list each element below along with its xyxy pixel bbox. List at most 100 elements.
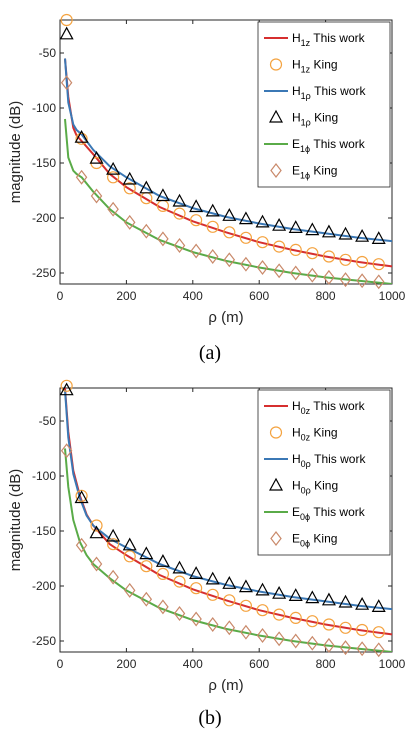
chart-b-series-1-point xyxy=(273,608,286,621)
chart-a-svg: 0 200 400 600 800 1000 -50 -100 -150 -200 -250 ρ (m… xyxy=(7,13,406,326)
chart-b-series-1-point xyxy=(256,604,269,617)
chart-a-series-1-point xyxy=(356,255,369,269)
chart-b-series-5-point xyxy=(240,624,252,640)
chart-a-series-3-point xyxy=(89,150,104,164)
chart-b-xtick-label: 1000 xyxy=(379,657,406,671)
chart-a-series-1-point xyxy=(372,258,385,271)
chart-a-series-5-markers xyxy=(60,75,385,290)
chart-b-series-5-point xyxy=(223,620,236,636)
chart-b-series-3-point xyxy=(272,585,287,599)
chart-a-series-5-point xyxy=(223,252,236,268)
chart-a-series-3-point xyxy=(321,224,336,238)
chart-b-series-3-point xyxy=(305,590,320,604)
chart-b-series-1-point xyxy=(322,618,336,631)
chart-b-series-5-point xyxy=(256,628,269,643)
chart-b-legend-entry-4-label: E0ϕ This work xyxy=(292,505,366,522)
chart-b-series-1-point xyxy=(60,379,73,392)
chart-a-series-3-point xyxy=(74,129,89,143)
chart-b-series-3-point xyxy=(238,579,253,593)
chart-a-ytick-label: -200 xyxy=(32,211,56,225)
chart-b-series-3-point xyxy=(338,594,353,608)
chart-a-series-1-point xyxy=(173,207,186,220)
chart-a-series-5-point xyxy=(140,223,153,239)
chart-b-legend-entry-5-swatch xyxy=(270,531,282,546)
chart-b-series-3-point xyxy=(189,566,204,579)
chart-a-xtick-label: 400 xyxy=(183,289,203,303)
chart-a-ytick-label: -250 xyxy=(32,266,56,280)
chart-a-series-1-point xyxy=(223,226,236,239)
chart-b-series-5-point xyxy=(123,582,136,598)
chart-b-series-3-point xyxy=(222,576,237,589)
chart-b-series-5-point xyxy=(75,537,88,553)
chart-a-series-1-point xyxy=(60,13,73,27)
chart-panel-a: 0 200 400 600 800 1000 -50 -100 -150 -200 -250 ρ (m… xyxy=(0,10,420,350)
chart-a-legend-entry-4-label: E1ϕ This work xyxy=(292,137,366,154)
chart-b-legend: H0z This work H0z King H0ρ This work H0ρ Ki… xyxy=(257,389,391,556)
chart-a-legend-entry-1-label: H1z King xyxy=(292,58,338,75)
chart-b-legend-entry-0-label: H0z This work xyxy=(292,399,366,416)
chart-a-xtick-label: 600 xyxy=(249,289,269,303)
chart-a-legend-entry-0-label: H1z This work xyxy=(292,31,366,48)
chart-b-legend-entry-3-label: H0ρ King xyxy=(292,479,338,496)
chart-b-ytick-label: -50 xyxy=(39,414,57,428)
chart-b-xlabel: ρ (m) xyxy=(208,677,243,694)
chart-a-legend-entry-1-swatch xyxy=(269,58,283,71)
chart-a-series-1-point xyxy=(339,253,352,266)
chart-a-series-5-point xyxy=(157,231,169,247)
chart-a-series-5-point xyxy=(107,201,119,217)
chart-a-series-1-point xyxy=(273,240,286,253)
chart-b-svg: 0 200 400 600 800 1000 -50 -100 -150 -200 -250 ρ (m… xyxy=(7,379,406,694)
chart-b-xtick-label: 600 xyxy=(249,657,269,671)
chart-b-series-3-point xyxy=(371,599,386,612)
chart-a-series-1-point xyxy=(123,182,136,195)
chart-b-series-3-point xyxy=(321,592,336,606)
chart-b-series-1-point xyxy=(339,621,352,634)
chart-b-series-5-point xyxy=(289,633,302,649)
chart-a-xtick-label: 0 xyxy=(57,289,64,303)
chart-b-series-1-point xyxy=(123,550,136,563)
chart-a-legend: H1z This work H1z King H1ρ This work H1ρ Ki… xyxy=(257,21,391,188)
chart-b-series-1-point xyxy=(140,560,153,573)
chart-a-series-5-point xyxy=(173,238,186,253)
chart-a-series-3-point xyxy=(222,208,237,221)
chart-a-legend-box xyxy=(257,21,391,188)
chart-a-legend-entry-3-swatch xyxy=(268,109,284,123)
chart-b-series-3-point xyxy=(89,525,104,539)
chart-a-series-3-point xyxy=(305,222,320,236)
chart-caption-a: (a) xyxy=(198,342,222,364)
chart-b-xtick-label: 400 xyxy=(183,657,203,671)
chart-a-series-1-point xyxy=(289,243,302,256)
chart-a-series-3-point xyxy=(272,217,287,231)
chart-a-series-3-point xyxy=(172,193,187,207)
chart-b-series-1-point xyxy=(190,582,203,595)
chart-b-series-5-point xyxy=(339,640,352,656)
chart-a-series-5-point xyxy=(256,260,269,275)
chart-a-xtick-label: 1000 xyxy=(379,289,406,303)
chart-a-series-5-point xyxy=(273,263,285,279)
chart-b-series-3-point xyxy=(74,490,89,504)
chart-a-legend-entry-2-label: H1ρ This work xyxy=(292,84,366,101)
chart-b-ytick-label: -100 xyxy=(32,469,56,483)
chart-b-series-5-point xyxy=(306,635,319,651)
chart-a-series-5-point xyxy=(323,269,335,285)
chart-b-series-1-point xyxy=(156,567,170,580)
chart-a-series-1-point xyxy=(107,171,120,184)
chart-b-legend-entry-1-label: H0z King xyxy=(292,426,338,443)
chart-b-series-3-point xyxy=(106,528,121,542)
chart-a-series-5-point xyxy=(306,267,319,283)
chart-a-series-3-point xyxy=(355,228,370,242)
chart-b-series-1-point xyxy=(206,588,219,601)
chart-a-series-3-point xyxy=(189,199,204,213)
chart-b-series-3-point xyxy=(155,554,170,567)
chart-a-series-1-point xyxy=(322,250,336,263)
chart-b-series-5-point xyxy=(157,599,169,615)
chart-a-series-5-point xyxy=(190,243,202,259)
chart-a-series-5-point xyxy=(60,75,73,91)
chart-b-series-5-point xyxy=(190,611,202,627)
chart-a-series-1-point xyxy=(256,236,269,249)
chart-a-series-3-markers xyxy=(59,26,386,244)
chart-b-legend-entry-5-label: E0ϕ King xyxy=(292,532,337,549)
chart-a-ytick-label: -50 xyxy=(39,46,57,60)
chart-a-xtick-label: 800 xyxy=(316,289,336,303)
chart-a-xlabel: ρ (m) xyxy=(208,309,243,326)
